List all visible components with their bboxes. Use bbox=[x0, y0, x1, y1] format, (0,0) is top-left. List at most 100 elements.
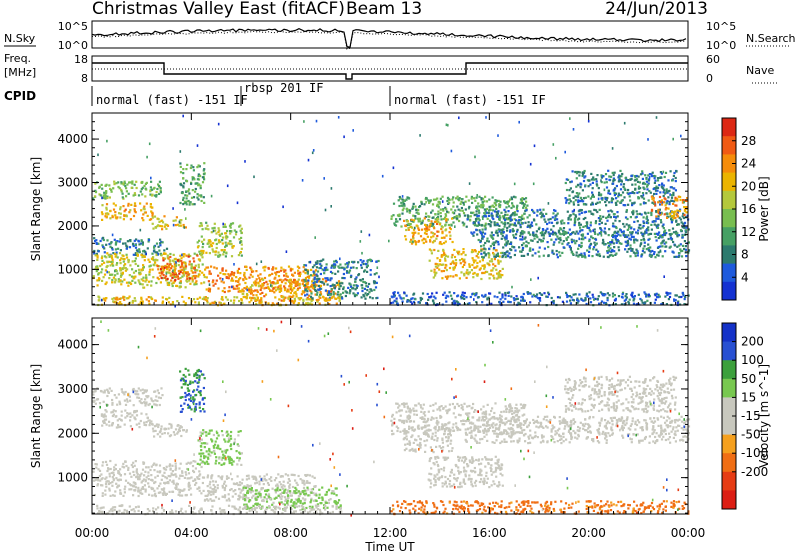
echo-cell bbox=[130, 186, 133, 189]
echo-cell bbox=[260, 298, 263, 301]
echo-cell bbox=[115, 182, 118, 185]
echo-cell bbox=[270, 281, 273, 284]
echo-cell bbox=[109, 482, 112, 485]
echo-cell bbox=[658, 231, 661, 234]
echo-cell bbox=[655, 185, 658, 188]
echo-cell bbox=[133, 208, 136, 211]
echo-cell bbox=[159, 491, 162, 494]
echo-cell bbox=[263, 287, 266, 290]
echo-cell bbox=[647, 238, 650, 241]
echo-cell bbox=[651, 201, 654, 204]
echo-cell bbox=[105, 281, 108, 284]
echo-cell bbox=[250, 296, 254, 300]
echo-cell bbox=[381, 174, 384, 178]
echo-cell bbox=[406, 300, 409, 303]
echo-cell bbox=[260, 301, 263, 304]
echo-cell bbox=[633, 179, 636, 182]
echo-cell bbox=[145, 274, 148, 277]
echo-cell bbox=[492, 237, 495, 240]
echo-cell bbox=[631, 231, 634, 234]
echo-cell bbox=[617, 192, 620, 195]
echo-cell bbox=[217, 122, 220, 126]
echo-cell bbox=[674, 176, 677, 180]
echo-cell bbox=[144, 250, 147, 254]
echo-cell bbox=[125, 256, 129, 259]
echo-cell bbox=[163, 481, 166, 484]
echo-cell bbox=[437, 220, 440, 224]
echo-cell bbox=[141, 243, 144, 246]
echo-cell bbox=[657, 215, 660, 218]
echo-cell bbox=[518, 219, 521, 222]
echo-cell bbox=[533, 237, 536, 240]
echo-cell bbox=[320, 264, 323, 267]
echo-cell bbox=[470, 195, 473, 198]
echo-cell bbox=[157, 396, 161, 399]
echo-cell bbox=[177, 431, 180, 434]
echo-cell bbox=[484, 227, 487, 230]
echo-cell bbox=[631, 292, 634, 295]
echo-cell bbox=[103, 273, 107, 276]
echo-cell bbox=[133, 210, 136, 213]
echo-cell bbox=[118, 212, 121, 215]
echo-cell bbox=[307, 158, 310, 162]
echo-cell bbox=[601, 175, 604, 178]
echo-cell bbox=[97, 153, 99, 157]
echo-cell bbox=[105, 206, 108, 209]
echo-cell bbox=[628, 225, 631, 228]
echo-cell bbox=[301, 283, 304, 286]
echo-cell bbox=[102, 238, 105, 242]
echo-cell bbox=[605, 178, 608, 181]
echo-cell bbox=[238, 299, 241, 303]
echo-cell bbox=[465, 276, 468, 279]
echo-cell bbox=[591, 255, 594, 258]
echo-cell bbox=[129, 425, 132, 428]
echo-cell bbox=[309, 295, 313, 298]
echo-cell bbox=[680, 255, 684, 258]
echo-cell bbox=[495, 204, 498, 207]
echo-cell bbox=[662, 184, 665, 187]
echo-cell bbox=[164, 223, 167, 226]
echo-cell bbox=[157, 423, 160, 426]
echo-cell bbox=[498, 205, 502, 209]
echo-cell bbox=[643, 301, 646, 305]
echo-cell bbox=[257, 285, 260, 288]
echo-cell bbox=[103, 391, 106, 394]
echo-cell bbox=[170, 267, 173, 270]
echo-cell bbox=[164, 275, 168, 278]
echo-cell bbox=[567, 231, 570, 234]
echo-cell bbox=[153, 469, 156, 472]
echo-cell bbox=[488, 260, 492, 263]
echo-cell bbox=[304, 264, 308, 267]
echo-cell bbox=[310, 285, 313, 288]
echo-cell bbox=[568, 245, 572, 248]
echo-cell bbox=[332, 293, 335, 296]
echo-cell bbox=[303, 278, 306, 282]
echo-cell bbox=[109, 494, 112, 497]
echo-cell bbox=[217, 227, 220, 230]
echo-cell bbox=[197, 173, 200, 176]
echo-cell bbox=[267, 286, 270, 289]
echo-cell bbox=[542, 237, 545, 240]
echo-cell bbox=[367, 259, 370, 262]
echo-cell bbox=[660, 242, 663, 245]
echo-cell bbox=[615, 203, 618, 206]
echo-cell bbox=[658, 184, 661, 187]
echo-cell bbox=[179, 269, 182, 272]
echo-cell bbox=[112, 276, 115, 279]
echo-cell bbox=[499, 216, 502, 219]
echo-cell bbox=[615, 197, 618, 200]
echo-cell bbox=[168, 271, 171, 275]
echo-cell bbox=[185, 203, 188, 206]
echo-cell bbox=[337, 265, 340, 268]
echo-cell bbox=[638, 191, 641, 194]
echo-cell bbox=[105, 266, 108, 269]
echo-cell bbox=[181, 272, 184, 275]
echo-cell bbox=[514, 249, 517, 252]
echo-cell bbox=[92, 275, 95, 278]
echo-cell bbox=[430, 220, 433, 223]
echo-cell bbox=[412, 293, 415, 296]
echo-cell bbox=[568, 228, 571, 231]
echo-cell bbox=[676, 197, 679, 200]
echo-cell bbox=[296, 282, 299, 286]
echo-cell bbox=[524, 206, 528, 209]
